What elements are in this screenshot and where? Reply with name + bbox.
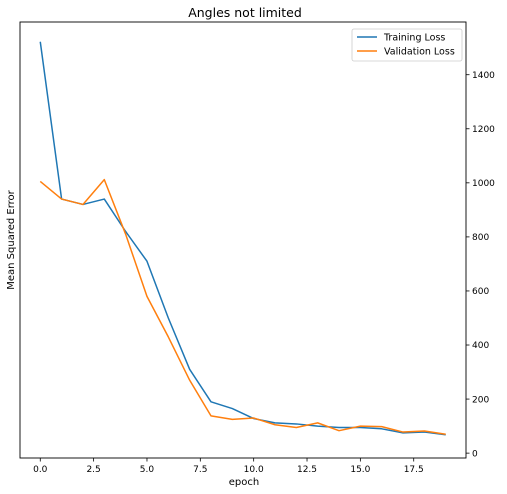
y-tick-label: 1400 — [472, 71, 495, 81]
x-tick-label: 7.5 — [193, 465, 207, 475]
y-tick-label: 600 — [472, 287, 489, 297]
x-tick-label: 0.0 — [33, 465, 48, 475]
legend-label: Validation Loss — [384, 47, 455, 58]
legend-box — [351, 28, 463, 62]
x-tick-label: 17.5 — [404, 465, 424, 475]
x-tick-label: 2.5 — [86, 465, 100, 475]
y-tick-label: 1200 — [472, 125, 495, 135]
x-axis-label: epoch — [229, 477, 259, 488]
series-lines — [39, 41, 446, 436]
y-tick-label: 200 — [472, 395, 489, 405]
x-tick-label: 15.0 — [350, 465, 370, 475]
y-tick-label: 800 — [472, 233, 489, 243]
y-tick-label: 1000 — [472, 179, 495, 189]
plot-area — [19, 21, 467, 459]
x-axis: 0.0 2.5 5.0 7.5 10.0 12.5 15.0 17.5 — [33, 458, 424, 475]
y-axis: 0 200 400 600 800 1000 1200 1400 — [466, 71, 495, 459]
x-tick-label: 12.5 — [297, 465, 317, 475]
series-line-training-loss — [39, 41, 446, 436]
legend-label: Training Loss — [383, 33, 445, 44]
chart-title: Angles not limited — [188, 5, 302, 20]
x-tick-label: 5.0 — [140, 465, 155, 475]
y-tick-label: 0 — [472, 449, 478, 459]
y-axis-label: Mean Squared Error — [6, 189, 17, 289]
y-tick-label: 400 — [472, 341, 489, 351]
legend: Training Loss Validation Loss — [351, 28, 463, 62]
series-line-validation-loss — [39, 178, 446, 435]
x-tick-label: 10.0 — [244, 465, 264, 475]
